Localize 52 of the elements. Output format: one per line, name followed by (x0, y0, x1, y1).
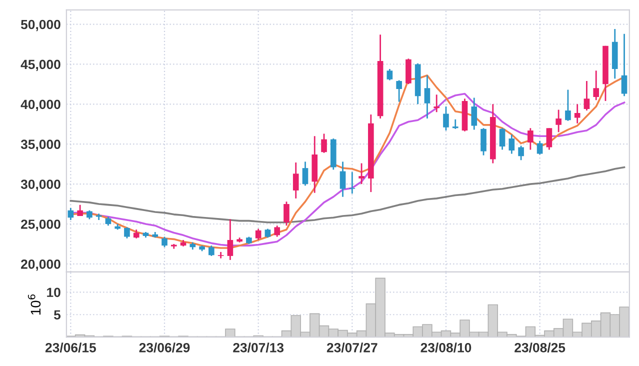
candlestick (302, 160, 308, 186)
y-tick-label: 45,000 (20, 60, 60, 72)
candlestick (546, 127, 552, 150)
candlestick (565, 89, 571, 122)
candlestick (255, 228, 262, 241)
candlestick (208, 244, 214, 257)
candlestick (480, 127, 486, 156)
candlestick (424, 74, 430, 120)
candlestick (124, 226, 130, 240)
candlestick (508, 134, 515, 154)
candlestick (349, 171, 356, 194)
candlestick (340, 160, 346, 198)
candlestick (396, 79, 402, 102)
candlestick (218, 251, 224, 260)
y-tick-label: 35,000 (20, 140, 60, 151)
candlestick (284, 200, 290, 226)
candlestick (292, 162, 299, 200)
x-tick-label: 23/07/27 (326, 342, 378, 352)
x-tick-label: 23/08/25 (514, 342, 566, 352)
candlestick (227, 218, 234, 261)
candlestick (621, 33, 628, 97)
line-series (70, 166, 626, 224)
y-tick-label: 5 (54, 310, 61, 320)
candlestick (162, 236, 168, 248)
x-tick-label: 23/08/10 (420, 342, 472, 352)
x-tick-label: 23/07/13 (233, 342, 284, 352)
candlestick (528, 127, 534, 150)
candlestick (321, 133, 327, 154)
y-axis-title: 10$^{6}$ (28, 294, 41, 315)
y-tick-label: 40,000 (20, 100, 60, 111)
candlestick (536, 140, 543, 156)
candlestick (358, 162, 364, 185)
candlestick (443, 106, 449, 132)
candlestick (452, 118, 458, 130)
candlestick (406, 58, 412, 85)
candlestick (518, 145, 524, 161)
candlestick (68, 207, 74, 221)
y-tick-label: 10 (47, 288, 60, 298)
candlestick (593, 70, 600, 101)
x-tick-label: 23/06/15 (45, 342, 96, 352)
y-tick-label: 25,000 (21, 220, 60, 231)
candlestick (386, 68, 393, 81)
x-tick-label: 23/06/29 (139, 342, 190, 352)
candlestick (471, 97, 478, 130)
candlestick (274, 224, 280, 238)
y-tick-label: 50,000 (20, 20, 60, 32)
candlestick (584, 80, 590, 112)
y-tick-label: 30,000 (20, 180, 60, 191)
y-tick-label: 20,000 (21, 260, 60, 271)
candlestick (499, 127, 506, 150)
candlestick (434, 94, 440, 113)
candlestick (556, 109, 562, 133)
